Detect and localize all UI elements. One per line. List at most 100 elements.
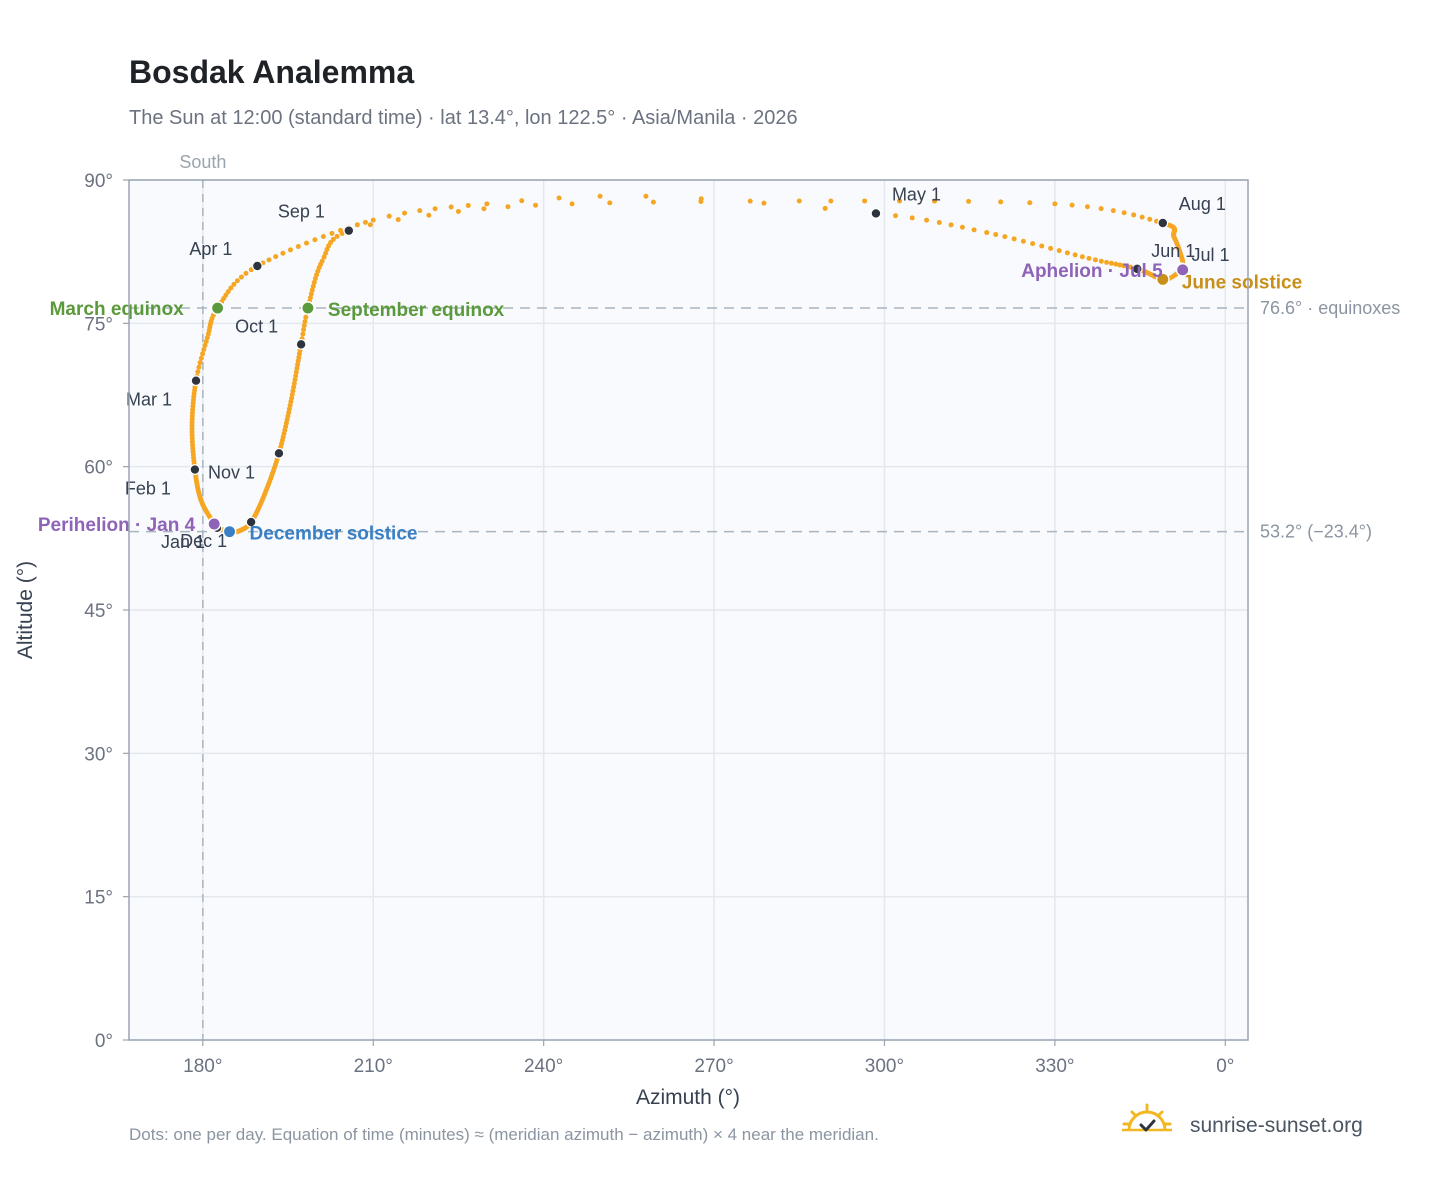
month-label: May 1 — [892, 184, 941, 204]
daily-dot — [312, 276, 318, 282]
daily-dot — [314, 272, 320, 278]
x-tick-label: 210° — [354, 1056, 393, 1077]
daily-dot — [293, 369, 299, 375]
y-tick-label: 0° — [95, 1031, 113, 1052]
daily-dot — [597, 193, 603, 199]
daily-dot — [204, 335, 210, 341]
daily-dot — [312, 237, 318, 243]
month-marker — [1157, 217, 1169, 229]
daily-dot — [311, 279, 317, 285]
event-label: December solstice — [250, 524, 418, 545]
daily-dot — [301, 323, 307, 329]
axis-ticks: 180° 210° 240° 270° 300° 330° 0° 0° 15° 30° 45° 60°… — [84, 171, 1234, 1077]
month-marker — [189, 464, 201, 475]
x-tick-label: 270° — [694, 1056, 733, 1077]
daily-dot — [998, 199, 1004, 205]
daily-dot — [291, 384, 297, 390]
daily-dot — [223, 292, 229, 298]
month-label: Oct 1 — [235, 316, 278, 336]
daily-dot — [202, 342, 208, 348]
daily-dot — [295, 244, 301, 250]
daily-dot — [481, 206, 487, 212]
daily-dot — [1092, 257, 1098, 263]
daily-dot — [455, 209, 461, 215]
daily-dot — [1113, 261, 1119, 267]
daily-dot — [231, 281, 237, 287]
y-tick-label: 15° — [84, 888, 113, 909]
daily-dot — [293, 373, 299, 379]
daily-dot — [533, 202, 539, 208]
daily-dot — [828, 198, 834, 204]
month-marker — [190, 375, 202, 387]
x-tick-label: 330° — [1035, 1056, 1074, 1077]
month-label: Apr 1 — [189, 239, 232, 259]
daily-dot — [993, 232, 999, 238]
month-marker — [1131, 263, 1143, 275]
daily-dot — [303, 314, 309, 320]
daily-dot — [339, 230, 345, 236]
daily-dot — [1098, 258, 1104, 264]
daily-dot — [465, 202, 471, 208]
event-marker — [210, 301, 225, 315]
daily-dot — [1069, 202, 1075, 208]
x-axis-label: Azimuth (°) — [636, 1086, 740, 1109]
meridian-label: South — [179, 152, 226, 172]
daily-dot — [302, 319, 308, 325]
daily-dot — [225, 289, 231, 295]
daily-dot — [273, 254, 279, 260]
x-tick-label: 240° — [524, 1056, 563, 1077]
month-marker — [251, 260, 263, 272]
month-marker — [870, 208, 882, 219]
daily-dot — [417, 208, 423, 214]
daily-dot — [1108, 260, 1114, 266]
daily-dot — [1098, 206, 1104, 212]
brand-name: sunrise-sunset.org — [1190, 1114, 1363, 1137]
daily-dot — [1131, 212, 1137, 218]
daily-dot — [519, 198, 525, 204]
y-axis-label: Altitude (°) — [14, 561, 37, 659]
reference-lines: South 76.6° · equinoxes 53.2° (−23.4°) — [129, 152, 1400, 1040]
daily-dot — [432, 206, 438, 212]
daily-dot — [747, 198, 753, 204]
daily-dot — [932, 198, 938, 204]
daily-dot — [984, 230, 990, 236]
sun-checkmark-logo-icon — [1122, 1103, 1172, 1132]
daily-dot — [796, 198, 802, 204]
reference-line-label: 53.2° (−23.4°) — [1260, 522, 1372, 542]
daily-dot — [1011, 236, 1017, 242]
daily-dot — [897, 198, 903, 204]
daily-dot — [234, 278, 240, 284]
month-label: Jul 1 — [1192, 245, 1230, 265]
daily-dot — [300, 331, 306, 337]
daily-dot — [893, 213, 899, 219]
daily-dot — [238, 274, 244, 280]
y-tick-label: 60° — [84, 458, 113, 479]
daily-dot — [203, 338, 209, 344]
daily-dot — [556, 195, 562, 201]
daily-dot — [1052, 201, 1058, 207]
month-marker — [295, 338, 307, 350]
month-marker — [343, 225, 355, 237]
daily-dot — [402, 210, 408, 216]
daily-dot — [909, 215, 915, 221]
daily-dot — [426, 212, 432, 218]
daily-dot — [1020, 238, 1026, 244]
daily-dot — [370, 217, 376, 223]
daily-dot — [862, 198, 868, 204]
y-tick-label: 75° — [84, 314, 113, 335]
chart-subtitle: The Sun at 12:00 (standard time) · lat 1… — [129, 107, 798, 129]
daily-dot — [395, 217, 401, 223]
month-marker — [273, 447, 285, 459]
daily-dot — [1084, 204, 1090, 210]
event-label: March equinox — [50, 299, 185, 320]
month-marker — [245, 516, 257, 528]
month-label: Mar 1 — [126, 390, 172, 410]
daily-dot — [1039, 243, 1045, 249]
daily-dot — [367, 222, 373, 228]
event-marker — [1175, 262, 1190, 277]
y-tick-label: 45° — [84, 601, 113, 622]
daily-dot — [320, 234, 326, 240]
daily-dot — [505, 204, 511, 210]
daily-dot — [1110, 208, 1116, 214]
